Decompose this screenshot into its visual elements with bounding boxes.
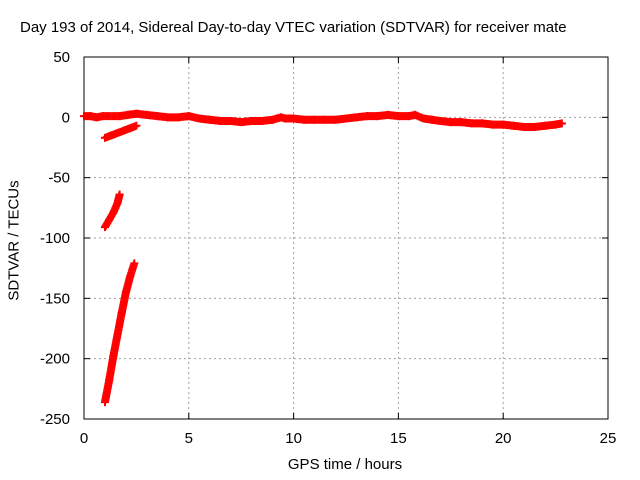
- y-tick-label: -100: [40, 230, 70, 247]
- x-tick-label: 0: [80, 430, 88, 447]
- y-tick-label: -250: [40, 411, 70, 428]
- y-tick-label: -50: [48, 170, 70, 187]
- series-tail-2: [100, 190, 124, 232]
- x-tick-label: 25: [600, 430, 617, 447]
- series-main-band: [80, 109, 566, 131]
- chart-title: Day 193 of 2014, Sidereal Day-to-day VTE…: [20, 19, 567, 36]
- y-tick-label: 0: [62, 109, 70, 126]
- data-point: [115, 190, 124, 199]
- x-tick-label: 15: [390, 430, 407, 447]
- y-tick-label: 50: [53, 49, 70, 66]
- series-tail-3: [100, 259, 139, 407]
- x-tick-label: 10: [285, 430, 302, 447]
- x-tick-label: 5: [185, 430, 193, 447]
- x-axis-label: GPS time / hours: [287, 456, 403, 473]
- data-point: [130, 259, 139, 268]
- y-axis-label: SDTVAR / TECUs: [5, 180, 23, 301]
- data-point: [132, 121, 141, 130]
- y-tick-label: -150: [40, 290, 70, 307]
- x-tick-label: 20: [495, 430, 512, 447]
- series-tail-1: [100, 121, 141, 142]
- data-point: [557, 119, 566, 128]
- y-tick-label: -200: [40, 351, 70, 368]
